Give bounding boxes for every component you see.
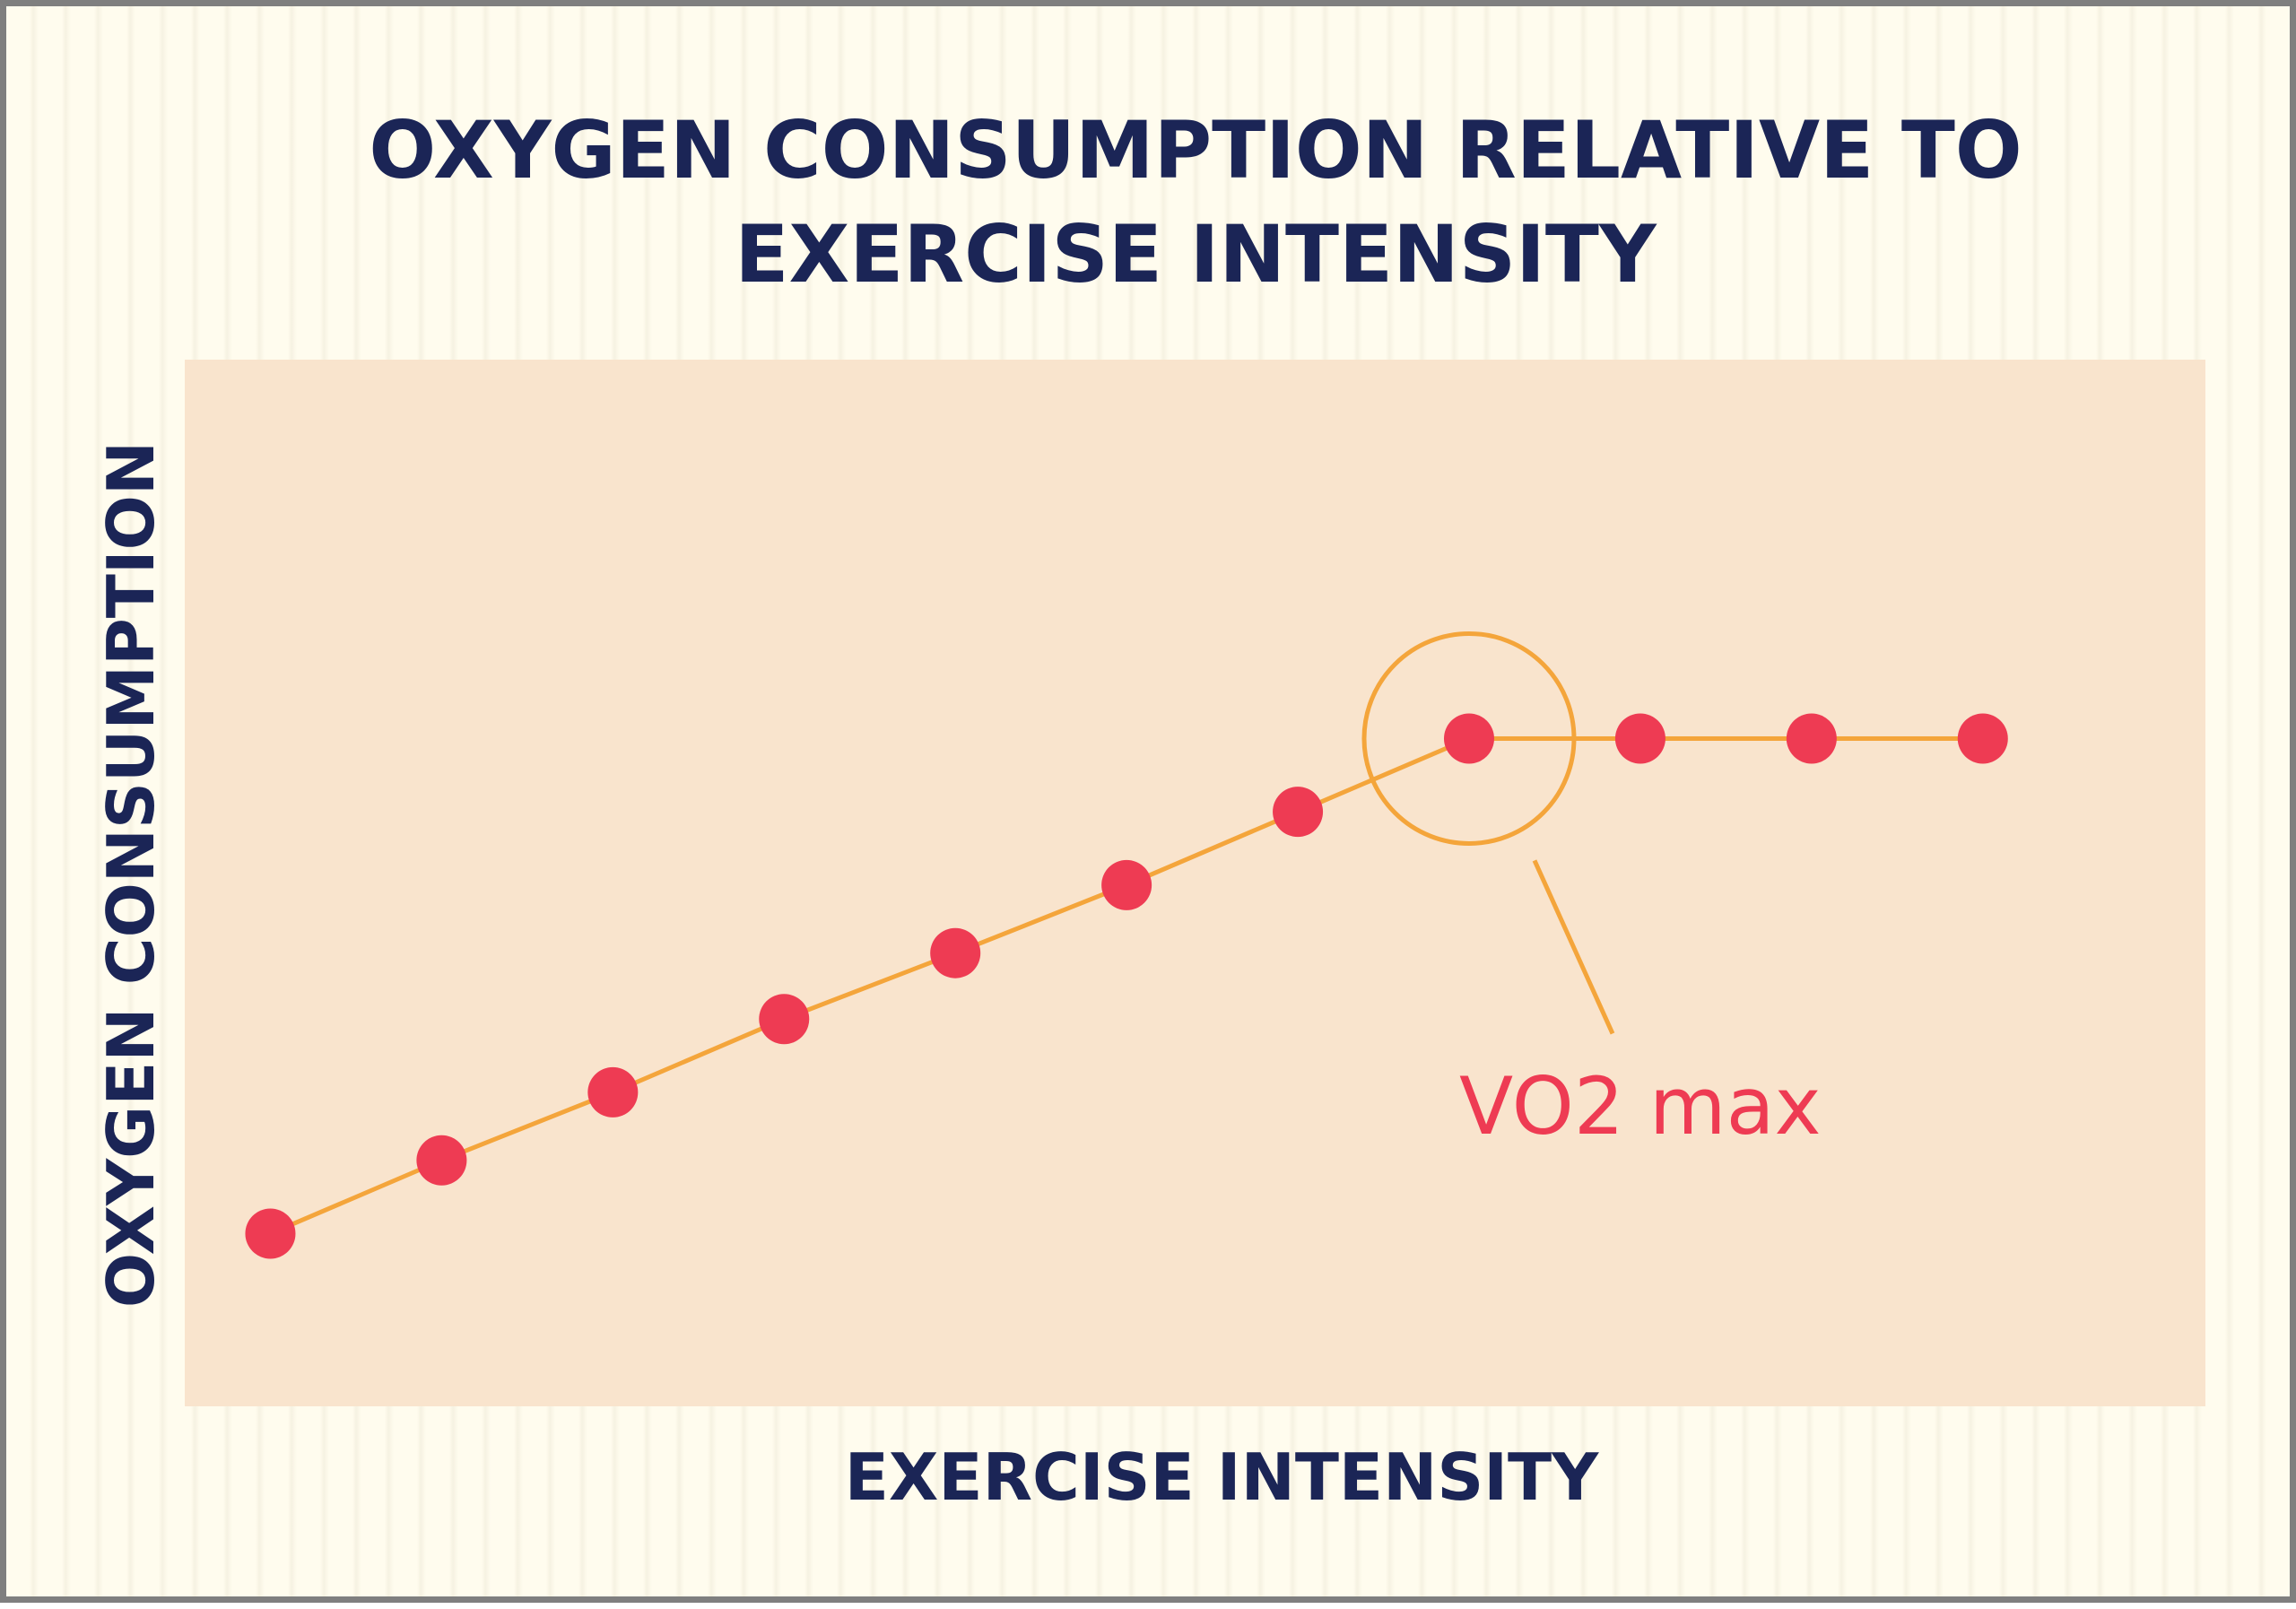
data-point-11 xyxy=(1957,713,2008,764)
x-axis-label: EXERCISE INTENSITY xyxy=(845,1439,1599,1515)
vo2-max-leader-line xyxy=(1532,859,1615,1035)
data-point-7 xyxy=(1273,787,1324,838)
data-point-6 xyxy=(1101,859,1152,910)
data-point-2 xyxy=(416,1135,467,1186)
data-point-3 xyxy=(587,1066,639,1118)
chart-title-line-2: EXERCISE INTENSITY xyxy=(735,208,1657,300)
chart: OXYGEN CONSUMPTION RELATIVE TO EXERCISE … xyxy=(93,104,2205,1515)
data-point-10 xyxy=(1786,713,1837,764)
vo2-max-highlight-circle xyxy=(1361,631,1577,846)
data-point-5 xyxy=(930,927,981,978)
data-point-9 xyxy=(1614,713,1665,764)
data-point-8 xyxy=(1443,713,1494,764)
plot-area xyxy=(185,360,2205,1406)
data-point-4 xyxy=(759,994,810,1045)
chart-title-line-1: OXYGEN CONSUMPTION RELATIVE TO xyxy=(369,104,2022,196)
data-point-1 xyxy=(245,1208,296,1259)
vo2-max-label: VO2 max xyxy=(1459,1060,1822,1152)
y-axis-label: OXYGEN CONSUMPTION xyxy=(93,441,169,1308)
